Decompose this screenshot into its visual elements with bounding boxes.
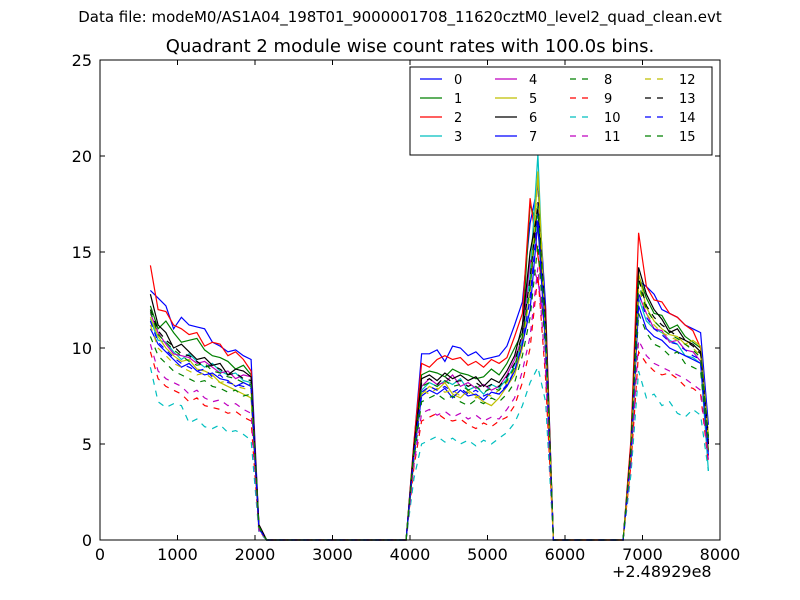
figure-suptitle: Data file: modeM0/AS1A04_198T01_90000017…	[78, 8, 722, 26]
legend-label-7: 7	[529, 130, 537, 145]
x-axis-offset-label: +2.48929e8	[612, 562, 712, 581]
series-line-8	[149, 244, 709, 541]
y-tick-label: 25	[72, 51, 92, 70]
x-tick-label: 2000	[235, 545, 276, 564]
legend-label-2: 2	[454, 111, 462, 126]
x-tick-label: 4000	[390, 545, 431, 564]
legend-label-0: 0	[454, 73, 462, 88]
legend-label-15: 15	[679, 130, 696, 145]
legend-label-10: 10	[604, 111, 621, 126]
legend-label-8: 8	[604, 73, 612, 88]
legend-label-1: 1	[454, 92, 462, 107]
series-line-11	[149, 267, 709, 541]
legend-label-9: 9	[604, 92, 612, 107]
series-line-9	[149, 274, 709, 541]
x-tick-label: 8000	[700, 545, 741, 564]
x-tick-label: 3000	[312, 545, 353, 564]
series-line-10	[149, 365, 709, 541]
legend-label-14: 14	[679, 111, 696, 126]
series-line-4	[149, 259, 709, 541]
x-tick-label: 7000	[622, 545, 663, 564]
legend-label-6: 6	[529, 111, 537, 126]
legend-label-4: 4	[529, 73, 537, 88]
y-tick-label: 0	[82, 531, 92, 550]
series-line-12	[149, 178, 709, 541]
legend-label-13: 13	[679, 92, 696, 107]
chart-title: Quadrant 2 module wise count rates with …	[165, 36, 655, 57]
series-line-13	[149, 202, 709, 541]
legend-label-11: 11	[604, 130, 621, 145]
x-tick-label: 6000	[545, 545, 586, 564]
series-line-7	[149, 221, 709, 541]
y-tick-label: 15	[72, 243, 92, 262]
y-tick-label: 5	[82, 435, 92, 454]
y-tick-label: 10	[72, 339, 92, 358]
series-line-3	[149, 154, 709, 541]
series-line-6	[149, 209, 709, 541]
x-tick-label: 0	[95, 545, 105, 564]
x-tick-label: 5000	[467, 545, 508, 564]
series-line-0	[149, 184, 709, 541]
x-tick-label: 1000	[157, 545, 198, 564]
legend-box	[409, 66, 713, 156]
legend-label-12: 12	[679, 73, 696, 88]
legend-label-3: 3	[454, 130, 462, 145]
legend-label-5: 5	[529, 92, 537, 107]
series-line-5	[149, 171, 709, 541]
series-line-1	[149, 203, 709, 541]
series-line-2	[149, 198, 709, 541]
y-tick-label: 20	[72, 147, 92, 166]
